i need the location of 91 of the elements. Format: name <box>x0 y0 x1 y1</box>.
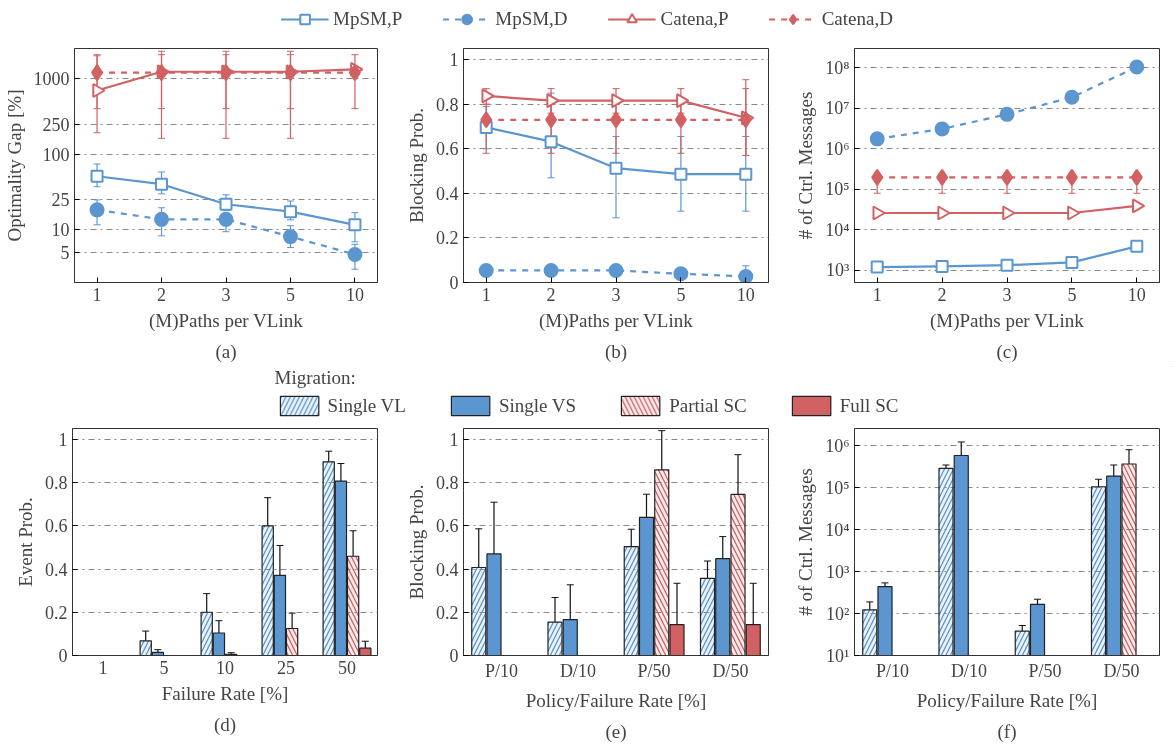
y-tick-label: 10 <box>51 220 70 241</box>
y-tick-label: 0.6 <box>436 139 459 160</box>
x-tick-label: P/50 <box>1028 660 1062 681</box>
legend-label: Single VL <box>327 394 406 417</box>
x-tick-label: 10 <box>1127 284 1146 305</box>
y-tick-label: 10⁴ <box>825 219 850 240</box>
y-tick-label: 100 <box>42 144 70 165</box>
y-tick-label: 0 <box>449 646 459 666</box>
text: (d) <box>213 713 237 736</box>
y-axis-title: Optimality Gap [%] <box>3 89 25 242</box>
legend-label: MpSM,P <box>333 8 403 30</box>
legend-label: Full SC <box>839 394 899 417</box>
y-tick-label: 0.8 <box>436 94 459 115</box>
y-tick-label: 10⁶ <box>825 138 850 159</box>
y-tick-label: 1000 <box>33 69 70 90</box>
y-tick-label: 0.6 <box>436 516 459 537</box>
y-axis-title: Event Prob. <box>15 497 36 587</box>
x-tick-label: 10 <box>736 284 755 305</box>
text: (a) <box>215 340 237 363</box>
text: (b) <box>604 340 628 363</box>
x-tick-label: 5 <box>159 657 169 678</box>
legend-label: Catena,P <box>660 8 729 30</box>
y-tick-label: 5 <box>60 242 70 263</box>
x-axis-title: (M)Paths per VLink <box>929 309 1085 332</box>
y-tick-label: 10¹ <box>826 645 850 666</box>
y-tick-label: 0 <box>58 646 68 666</box>
y-tick-label: 10⁸ <box>825 57 850 78</box>
y-tick-label: 1 <box>449 50 459 71</box>
x-tick-label: 5 <box>285 284 295 305</box>
y-tick-label: 0.4 <box>436 559 459 580</box>
x-tick-label: 5 <box>676 284 686 305</box>
y-tick-label: 250 <box>42 114 70 135</box>
x-tick-label: 3 <box>1002 284 1012 305</box>
y-tick-label: 1 <box>449 429 459 450</box>
x-tick-label: 5 <box>1067 284 1077 305</box>
x-tick-label: 1 <box>481 284 491 305</box>
x-tick-label: 1 <box>872 284 882 305</box>
y-tick-label: 0.8 <box>45 473 68 494</box>
x-axis-title: Policy/Failure Rate [%] <box>525 689 707 711</box>
x-tick-label: D/10 <box>950 660 987 681</box>
x-tick-label: 1 <box>98 657 108 678</box>
x-axis-title: (M)Paths per VLink <box>148 309 304 332</box>
y-tick-label: 0.4 <box>436 183 459 204</box>
y-tick-label: 0.4 <box>45 559 68 580</box>
x-tick-label: P/50 <box>637 660 671 681</box>
x-axis-title: Policy/Failure Rate [%] <box>916 689 1098 711</box>
y-tick-label: 0.8 <box>436 473 459 494</box>
y-tick-label: 0.2 <box>436 228 459 249</box>
y-tick-label: 0 <box>449 273 459 293</box>
y-axis-title: Blocking Prob. <box>406 107 427 224</box>
x-tick-label: 2 <box>937 284 947 305</box>
y-axis-title: # of Ctrl. Messages <box>795 91 817 240</box>
y-tick-label: 1 <box>58 429 68 450</box>
legend-label: MpSM,D <box>495 8 568 30</box>
x-tick-label: 2 <box>157 284 167 305</box>
x-tick-label: 3 <box>221 284 231 305</box>
legend-label: Single VS <box>498 394 577 417</box>
legend-title: Migration: <box>274 366 357 389</box>
x-tick-label: 50 <box>338 657 356 678</box>
text: (c) <box>996 340 1018 363</box>
y-tick-label: 10³ <box>826 561 851 582</box>
y-tick-label: 10² <box>826 603 850 624</box>
y-tick-label: 25 <box>51 190 70 211</box>
x-tick-label: P/10 <box>876 660 910 681</box>
text: (f) <box>997 720 1017 743</box>
legend-label: Partial SC <box>669 394 747 417</box>
y-tick-label: 10⁵ <box>825 477 850 498</box>
y-axis-title: Blocking Prob. <box>406 484 427 600</box>
x-tick-label: 3 <box>611 284 621 305</box>
y-tick-label: 10⁶ <box>825 435 850 456</box>
x-tick-label: D/50 <box>712 660 749 681</box>
y-tick-label: 0.6 <box>45 516 68 537</box>
text: (e) <box>605 720 627 743</box>
y-axis-title: # of Ctrl. Messages <box>795 468 817 616</box>
x-tick-label: P/10 <box>485 660 519 681</box>
x-axis-title: Failure Rate [%] <box>161 682 289 704</box>
y-tick-label: 0.2 <box>45 602 68 623</box>
x-tick-label: 25 <box>277 657 295 678</box>
y-tick-label: 0.2 <box>436 602 459 623</box>
y-tick-label: 10³ <box>826 260 851 281</box>
x-tick-label: 10 <box>345 284 364 305</box>
x-axis-title: (M)Paths per VLink <box>538 309 694 332</box>
y-tick-label: 10⁷ <box>825 98 850 119</box>
x-tick-label: D/10 <box>559 660 596 681</box>
y-tick-label: 10⁴ <box>825 519 850 540</box>
x-tick-label: 2 <box>546 284 556 305</box>
x-tick-label: D/50 <box>1103 660 1140 681</box>
legend-label: Catena,D <box>821 8 893 30</box>
y-tick-label: 10⁵ <box>825 179 850 200</box>
x-tick-label: 10 <box>216 657 234 678</box>
x-tick-label: 1 <box>92 284 102 305</box>
